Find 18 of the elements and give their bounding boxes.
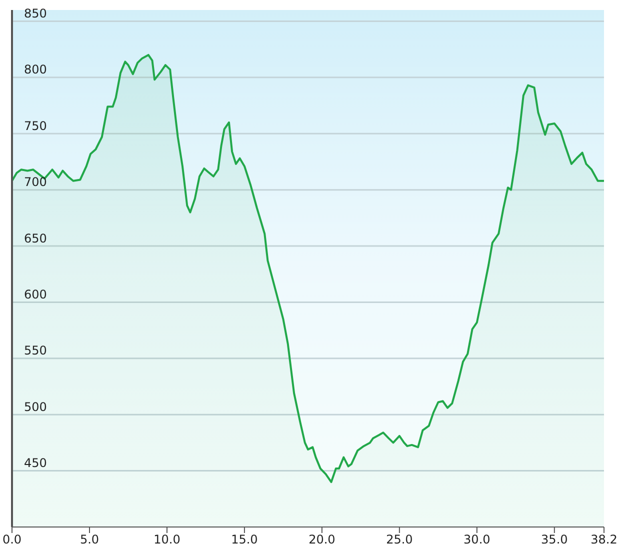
y-tick-label: 700 [24, 175, 47, 190]
x-tick-label: 30.0 [464, 532, 490, 547]
y-tick-label: 500 [24, 400, 47, 414]
x-tick-label: 38.2 [590, 532, 618, 547]
x-tick-label: 15.0 [231, 532, 258, 547]
y-tick-label: 750 [24, 118, 47, 133]
y-tick-label: 800 [24, 62, 47, 77]
x-tick-label: 5.0 [80, 532, 100, 547]
x-tick-label: 35.0 [541, 532, 568, 547]
y-tick-label: 850 [24, 6, 47, 20]
y-tick-label: 650 [24, 231, 47, 246]
x-tick-label: 20.0 [308, 532, 336, 547]
y-tick-label: 450 [24, 456, 47, 470]
y-tick-label: 600 [24, 287, 47, 302]
x-tick-label: 10.0 [154, 532, 180, 547]
x-tick-label: 25.0 [386, 532, 413, 547]
x-tick-label: 0.0 [2, 532, 22, 547]
y-tick-label: 550 [24, 344, 47, 358]
